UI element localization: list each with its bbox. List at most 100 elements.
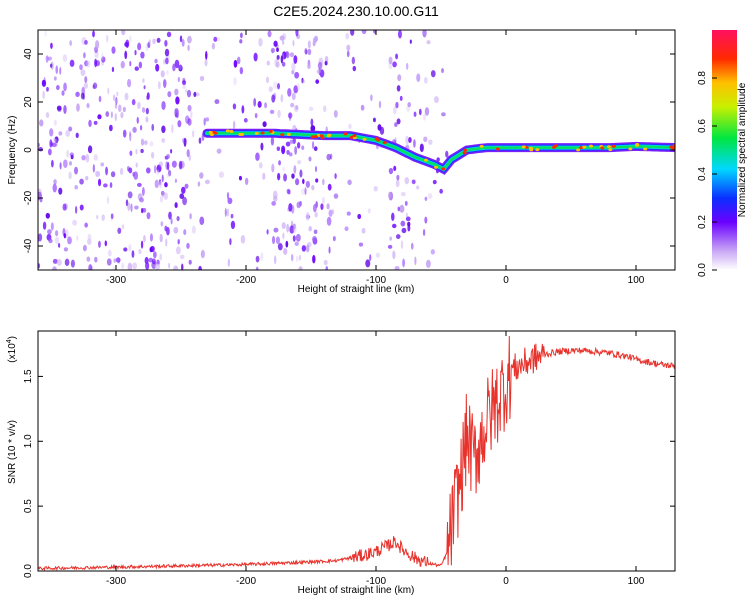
heatmap-cell xyxy=(66,149,69,158)
heatmap-cell xyxy=(345,32,350,40)
heatmap-cell xyxy=(86,60,91,68)
heatmap-cell xyxy=(75,132,79,139)
heatmap-cell xyxy=(165,161,169,170)
heatmap-cell xyxy=(122,106,126,113)
heatmap-cell xyxy=(350,30,355,36)
heatmap-cell xyxy=(255,255,260,263)
spectrogram-ridge xyxy=(205,131,675,171)
heatmap-cell xyxy=(323,259,328,266)
heatmap-cell xyxy=(176,216,180,222)
colorbar-tick-label: 0.0 xyxy=(697,263,708,277)
heatmap-cell xyxy=(200,249,205,259)
ridge-peak xyxy=(579,146,584,150)
heatmap-cell xyxy=(399,204,405,213)
heatmap-cell xyxy=(199,75,205,82)
heatmap-cell xyxy=(267,30,272,38)
heatmap-cell xyxy=(59,67,62,75)
x-tick-label: -100 xyxy=(366,576,386,587)
heatmap-cell xyxy=(75,91,80,98)
ridge-peak xyxy=(479,144,484,148)
heatmap-cell xyxy=(142,78,145,83)
heatmap-cell xyxy=(135,148,138,155)
ridge-peak xyxy=(349,135,354,139)
heatmap-cell xyxy=(187,104,192,112)
heatmap-cell xyxy=(436,157,440,162)
heatmap-cell xyxy=(333,193,339,199)
heatmap-cell xyxy=(165,238,168,247)
heatmap-cell xyxy=(183,229,187,236)
x-tick-label: -200 xyxy=(236,576,256,587)
heatmap-cell xyxy=(314,166,318,173)
heatmap-cell xyxy=(132,126,137,133)
heatmap-cell xyxy=(298,254,302,261)
heatmap-cell xyxy=(308,106,314,111)
heatmap-cell xyxy=(39,119,44,127)
heatmap-cell xyxy=(104,240,107,247)
heatmap-cell xyxy=(370,94,373,102)
heatmap-cell xyxy=(161,100,166,110)
heatmap-cell xyxy=(331,209,335,215)
heatmap-cell xyxy=(279,35,285,41)
heatmap-cell xyxy=(326,153,331,161)
heatmap-cell xyxy=(372,117,376,123)
heatmap-cell xyxy=(167,91,172,98)
heatmap-cell xyxy=(123,247,128,252)
heatmap-cell xyxy=(395,234,401,239)
heatmap-cell xyxy=(114,113,117,122)
ridge-peak xyxy=(280,133,285,137)
heatmap-cell xyxy=(138,61,143,69)
heatmap-cell xyxy=(276,54,280,60)
heatmap-cell xyxy=(107,87,110,95)
heatmap-cell xyxy=(62,54,68,62)
heatmap-cell xyxy=(239,39,243,44)
heatmap-cell xyxy=(188,259,192,265)
heatmap-cell xyxy=(135,162,138,168)
heatmap-cell xyxy=(272,190,278,199)
heatmap-cell xyxy=(396,174,400,181)
heatmap-cell xyxy=(226,192,230,200)
ridge-peak xyxy=(521,145,526,149)
heatmap-cell xyxy=(405,62,409,70)
heatmap-cell xyxy=(181,186,186,194)
x-tick-label: 100 xyxy=(628,576,645,587)
heatmap-cell xyxy=(80,69,86,76)
heatmap-cell xyxy=(187,118,192,126)
heatmap-cell xyxy=(86,256,91,262)
heatmap-cell xyxy=(57,106,62,112)
heatmap-cell xyxy=(177,239,180,245)
heatmap-cell xyxy=(136,116,139,124)
heatmap-cell xyxy=(143,85,146,90)
ridge-peak xyxy=(634,143,639,147)
heatmap-cell xyxy=(181,39,185,47)
heatmap-cell xyxy=(72,219,77,226)
heatmap-cell xyxy=(110,111,113,119)
ridge-peak xyxy=(576,148,581,152)
heatmap-cell xyxy=(216,148,222,154)
ridge-peak xyxy=(589,144,594,148)
heatmap-cell xyxy=(59,162,62,170)
heatmap-cell xyxy=(105,111,110,117)
heatmap-cell xyxy=(424,107,430,116)
heatmap-cell xyxy=(179,254,185,260)
heatmap-cell xyxy=(294,241,299,246)
heatmap-cell xyxy=(273,227,279,233)
heatmap-cell xyxy=(400,220,406,227)
heatmap-cell xyxy=(291,173,295,179)
heatmap-cell xyxy=(191,225,196,234)
heatmap-cell xyxy=(295,30,299,37)
heatmap-cell xyxy=(186,242,190,249)
heatmap-cell xyxy=(133,171,139,180)
heatmap-cell xyxy=(199,172,204,179)
ridge-peak xyxy=(423,158,428,162)
heatmap-cell xyxy=(298,266,303,270)
heatmap-cell xyxy=(80,92,85,100)
heatmap-cell xyxy=(98,95,102,103)
heatmap-cell xyxy=(127,78,132,88)
x-tick-label: 100 xyxy=(628,275,645,286)
x-tick-label: -300 xyxy=(106,275,126,286)
heatmap-cell xyxy=(70,259,75,268)
heatmap-cell xyxy=(93,154,98,161)
heatmap-cell xyxy=(425,259,431,268)
heatmap-cell xyxy=(404,177,410,185)
